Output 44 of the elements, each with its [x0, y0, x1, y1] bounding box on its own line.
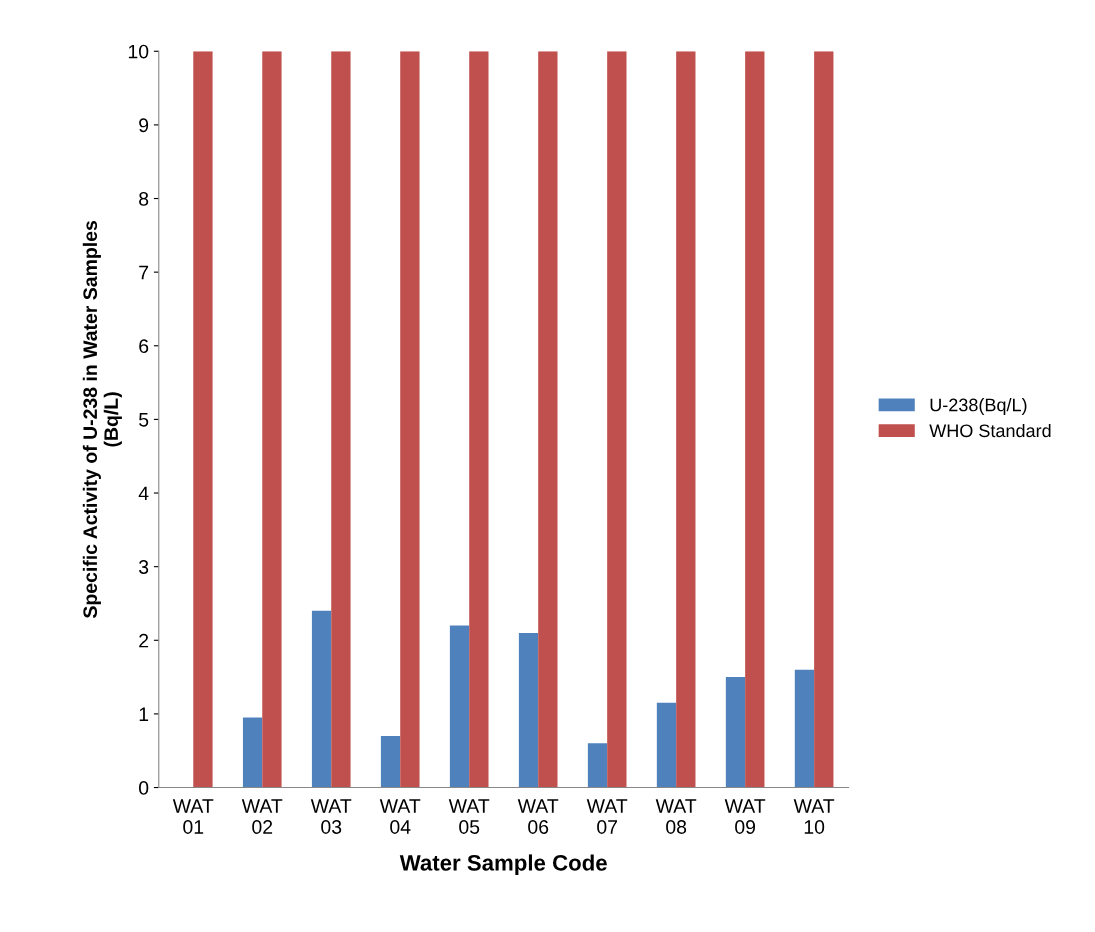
- legend-label: U-238(Bq/L): [930, 398, 1027, 415]
- bar: [380, 736, 401, 788]
- x-tick-label: WAT 04: [379, 799, 421, 834]
- bar: [469, 51, 489, 788]
- bar: [538, 51, 558, 788]
- y-tick-label: 4: [138, 486, 149, 501]
- x-tick-label: WAT 10: [793, 799, 835, 834]
- bar: [242, 717, 263, 788]
- bar: [794, 669, 815, 788]
- bar: [607, 51, 627, 788]
- bar: [814, 51, 834, 788]
- y-tick-label: 2: [139, 633, 149, 648]
- bar: [193, 51, 213, 788]
- x-tick-label: WAT 03: [310, 799, 352, 834]
- y-tick-label: 9: [139, 118, 149, 133]
- x-tick-label: WAT 02: [241, 799, 283, 834]
- bar: [518, 632, 539, 788]
- x-tick-label: WAT 09: [724, 799, 766, 834]
- y-tick-label: 1: [139, 707, 149, 721]
- x-axis-title: Water Sample Code: [399, 854, 607, 876]
- x-tick-label: WAT 07: [586, 799, 628, 834]
- x-tick-label: WAT 06: [517, 799, 559, 834]
- bar: [725, 677, 746, 788]
- y-tick-label: 8: [139, 191, 149, 206]
- x-tick-label: WAT 05: [448, 799, 490, 834]
- bar: [656, 702, 677, 788]
- bar: [400, 51, 420, 788]
- y-tick-label: 3: [138, 560, 149, 574]
- bar: [587, 743, 608, 788]
- y-tick-label: 5: [139, 413, 149, 427]
- y-tick-label: 10: [128, 44, 149, 59]
- y-tick-label: 0: [139, 781, 149, 795]
- y-axis-title: Specific Activity of U-238 in Water Samples (Bq/L): [82, 221, 122, 619]
- bar: [311, 610, 332, 788]
- bar: [745, 51, 765, 788]
- bar: [449, 625, 470, 788]
- bar: [676, 51, 696, 788]
- y-tick-label: 6: [139, 339, 149, 354]
- legend-label: WHO Standard: [929, 423, 1051, 438]
- bar: [331, 51, 351, 788]
- y-tick-label: 7: [139, 265, 149, 280]
- bar: [262, 51, 282, 788]
- x-tick-label: WAT 01: [172, 799, 214, 834]
- x-tick-label: WAT 08: [655, 799, 697, 834]
